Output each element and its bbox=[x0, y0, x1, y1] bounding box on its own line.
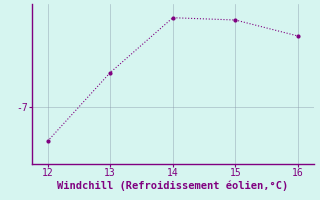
X-axis label: Windchill (Refroidissement éolien,°C): Windchill (Refroidissement éolien,°C) bbox=[57, 181, 288, 191]
